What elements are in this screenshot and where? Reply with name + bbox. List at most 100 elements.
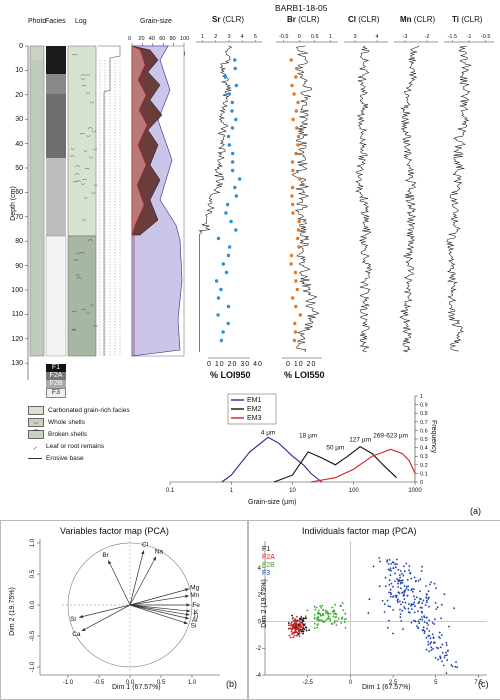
pca-vector-al bbox=[129, 604, 189, 619]
pca-point-f2a: · bbox=[299, 619, 300, 623]
pca-point-f2a bbox=[291, 633, 294, 636]
pca-point-f3 bbox=[413, 601, 416, 604]
loi550-point bbox=[296, 134, 301, 139]
pca-arrowhead bbox=[183, 620, 188, 625]
pca-point-f2b bbox=[333, 612, 335, 615]
pca-point-f1: · bbox=[297, 618, 298, 622]
pca-point-f3: · bbox=[426, 647, 427, 651]
loi950-point bbox=[224, 211, 228, 215]
pca-point-f3: · bbox=[438, 634, 439, 638]
pca-point-f3: · bbox=[408, 567, 409, 571]
pca-point-f2a: · bbox=[296, 622, 297, 626]
pca-point-f3 bbox=[432, 648, 434, 650]
pca-point-f2b bbox=[322, 614, 325, 616]
em-x-tick-label: 10 bbox=[289, 488, 296, 494]
pca-point-f3 bbox=[390, 582, 393, 585]
pca-vector-label: Br bbox=[102, 552, 109, 559]
pca-vector-mg bbox=[129, 588, 189, 606]
pca-point-f3 bbox=[427, 590, 430, 593]
grain-size-tick-label: 40 bbox=[148, 36, 155, 42]
pca-point-f3: · bbox=[405, 600, 406, 604]
pca-point-f3 bbox=[396, 599, 399, 602]
grain-size-tick-label: 20 bbox=[138, 36, 145, 42]
depth-tick-label: 50 bbox=[15, 165, 23, 172]
erosive-base-icon bbox=[28, 457, 42, 459]
pca-point-f3 bbox=[410, 577, 413, 580]
pca-point-f3: · bbox=[441, 615, 442, 619]
pca-point-f2a: · bbox=[303, 624, 304, 628]
loi950-point bbox=[234, 83, 238, 88]
leaf-icon: ⸝ bbox=[33, 441, 37, 451]
pca-point-f3 bbox=[403, 598, 406, 601]
pca-point-f3: · bbox=[424, 613, 425, 617]
facies-legend-f2a: F2A bbox=[46, 372, 66, 380]
facies-legend-f3: F3 bbox=[46, 388, 66, 398]
pca-point-f2a: · bbox=[290, 625, 291, 629]
pca-point-f3 bbox=[443, 656, 446, 659]
pca-point-f3: · bbox=[430, 641, 431, 645]
pca-point-f3: · bbox=[399, 607, 400, 611]
pca-point-f2b: · bbox=[328, 613, 329, 617]
pca-point-f2b: · bbox=[326, 617, 327, 621]
loi950-point bbox=[226, 134, 231, 139]
pca-point-f3: · bbox=[379, 583, 380, 587]
pca-point-f3: · bbox=[402, 590, 403, 594]
pca-point-f3: · bbox=[418, 600, 419, 604]
loi950-point bbox=[233, 58, 237, 62]
pca-point-f1: · bbox=[303, 629, 304, 633]
pca-point-f2a bbox=[296, 631, 299, 634]
pca-point-f2a bbox=[298, 630, 301, 632]
pca-point-f3 bbox=[409, 571, 412, 574]
pca-point-f3: · bbox=[436, 645, 437, 649]
pca-point-f2a bbox=[289, 627, 291, 630]
pca-point-f3: · bbox=[414, 596, 415, 600]
pca-point-f3: · bbox=[400, 614, 401, 618]
sr-tick-label: 1 bbox=[201, 34, 204, 40]
pca-ind-y-tick-label: 2 bbox=[258, 593, 262, 599]
depth-tick-label: 80 bbox=[15, 238, 23, 246]
pca-point-f2b: · bbox=[314, 621, 315, 625]
pca-point-f2a: · bbox=[293, 622, 294, 626]
pca-point-f2a: · bbox=[293, 630, 294, 634]
em-annotation: 18 µm bbox=[299, 432, 317, 439]
pca-point-f3 bbox=[399, 600, 401, 603]
pca-point-f3 bbox=[446, 654, 448, 656]
pca-point-f3: · bbox=[428, 588, 429, 592]
loi550-point bbox=[293, 321, 297, 326]
pca-point-f2b: · bbox=[331, 621, 332, 625]
loi550-point bbox=[290, 296, 295, 300]
pca-point-f2b: · bbox=[314, 615, 315, 619]
pca-point-f3 bbox=[384, 576, 387, 579]
pca-vector-si bbox=[129, 604, 188, 624]
pca-point-f2b bbox=[341, 616, 344, 619]
pca-point-f2a bbox=[288, 624, 290, 627]
pca-point-f1: · bbox=[309, 627, 310, 631]
loi550-point bbox=[294, 279, 298, 283]
loi550-point bbox=[296, 100, 300, 105]
pca-point-f2b bbox=[313, 605, 316, 608]
pca-point-f3: · bbox=[441, 632, 442, 636]
pca-point-f2a: · bbox=[298, 626, 299, 630]
pca-ind-x-tick-label: 2.5 bbox=[389, 680, 398, 686]
shell-icon: ◡ bbox=[94, 182, 99, 188]
pca-point-f3: · bbox=[433, 635, 434, 639]
pca-point-f3: · bbox=[429, 633, 430, 637]
pca-point-f2a bbox=[294, 630, 297, 633]
loi550-point bbox=[290, 194, 294, 198]
pca-point-f2b: · bbox=[319, 610, 320, 614]
pca-point-f3: · bbox=[393, 594, 394, 598]
pca-point-f3: · bbox=[400, 580, 401, 584]
loi950-point bbox=[227, 245, 232, 249]
pca-point-f3 bbox=[402, 574, 405, 577]
pca-point-f3 bbox=[401, 609, 404, 612]
pca-point-f3 bbox=[372, 565, 375, 568]
pca-point-f2b: · bbox=[333, 607, 334, 611]
sr-tick-label: 2 bbox=[214, 34, 217, 40]
pca-point-f2b bbox=[342, 609, 345, 612]
pca-point-f2b: · bbox=[314, 616, 315, 620]
pca-point-f3 bbox=[387, 563, 390, 565]
loi950-label: % LOI950 bbox=[210, 370, 251, 380]
pca-point-f3: · bbox=[403, 591, 404, 595]
em-y-tick-label: 1 bbox=[420, 394, 423, 400]
pca-point-f3 bbox=[402, 595, 405, 597]
